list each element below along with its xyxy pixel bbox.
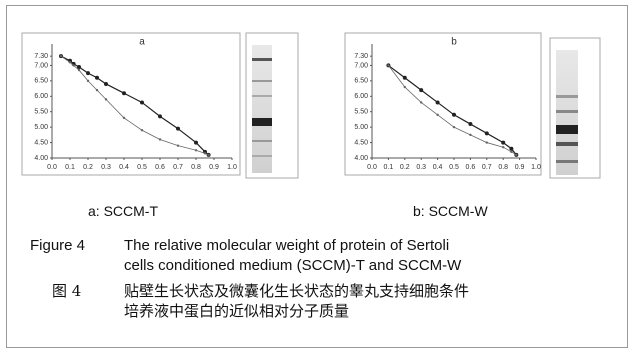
y-tick-label: 7.30 [34,53,48,60]
data-point [194,141,198,145]
x-tick-label: 0.8 [191,164,201,171]
data-point [176,127,180,131]
data-point [159,138,161,140]
y-tick-label: 6.00 [34,93,48,100]
x-tick-label: 0.1 [65,164,75,171]
x-tick-label: 0.7 [482,164,492,171]
data-point [510,151,512,153]
figure-caption-line: The relative molecular weight of protein… [124,237,449,254]
data-point [404,86,406,88]
y-tick-label: 5.50 [34,109,48,116]
y-tick-label: 4.50 [354,139,368,146]
y-tick-label: 4.50 [34,139,48,146]
data-point [96,89,98,91]
x-tick-label: 1.0 [531,164,541,171]
data-point [195,149,197,151]
y-tick-label: 4.00 [354,155,368,162]
x-tick-label: 0.3 [101,164,111,171]
y-tick-label: 6.00 [354,93,368,100]
x-tick-label: 0.5 [449,164,459,171]
x-tick-label: 0.9 [515,164,525,171]
data-point [86,71,90,75]
x-tick-label: 0.6 [466,164,476,171]
series-line [388,65,516,154]
data-point [104,82,108,86]
data-point [468,122,472,126]
data-point [486,141,488,143]
x-tick-label: 0.4 [119,164,129,171]
data-point [420,101,422,103]
data-point [123,117,125,119]
figure-caption-line: cells conditioned medium (SCCM)-T and SC… [124,257,461,274]
x-tick-label: 0.1 [384,164,394,171]
data-point [501,141,505,145]
data-point [452,113,456,117]
data-point [177,144,179,146]
data-point [469,134,471,136]
x-tick-label: 0.4 [433,164,443,171]
y-tick-label: 7.00 [34,62,48,69]
data-point [509,147,513,151]
y-tick-label: 5.50 [354,109,368,116]
x-tick-label: 0.3 [416,164,426,171]
data-point [78,69,80,71]
y-tick-label: 5.00 [34,124,48,131]
y-tick-label: 7.00 [354,62,368,69]
x-tick-label: 0.0 [367,164,377,171]
gel-b [550,38,600,178]
data-point [105,98,107,100]
gel-a [246,33,298,178]
x-tick-label: 1.0 [227,164,237,171]
data-point [87,80,89,82]
figure-caption-line-zh: 贴壁生长状态及微囊化生长状态的睾丸支持细胞条件 [124,280,469,301]
y-tick-label: 6.50 [34,78,48,85]
data-point [158,114,162,118]
y-tick-label: 5.00 [354,124,368,131]
x-tick-label: 0.2 [83,164,93,171]
y-tick-label: 7.30 [354,53,368,60]
panel-b-frame [345,33,541,175]
data-point [140,100,144,104]
data-point [515,154,517,156]
series-line [61,56,209,155]
data-point [485,131,489,135]
figure-label: Figure 4 [30,237,85,254]
page: {"chart_data": [ {"type": "line", "title… [0,0,637,356]
data-point [419,88,423,92]
data-point [122,91,126,95]
data-point [453,126,455,128]
figure-panels: a 4.00 4.50 5.00 5.50 6.00 6.50 7.00 7.30 0.0 0.1 0… [0,0,637,200]
x-tick-label: 0.7 [173,164,183,171]
x-tick-label: 0.6 [155,164,165,171]
y-tick-label: 6.50 [354,78,368,85]
series-line [61,56,209,155]
series-line [388,65,516,154]
data-point [204,152,206,154]
data-point [141,129,143,131]
y-tick-label: 4.00 [34,155,48,162]
figure-caption-line-zh: 培养液中蛋白的近似相对分子质量 [124,300,349,321]
x-tick-label: 0.9 [209,164,219,171]
caption-b: b: SCCM-W [413,203,488,219]
data-point [403,76,407,80]
chart-title: a [139,37,145,48]
x-tick-label: 0.5 [137,164,147,171]
data-point [387,64,389,66]
data-point [502,146,504,148]
data-point [60,55,62,57]
caption-a: a: SCCM-T [88,203,158,219]
data-point [436,114,438,116]
x-tick-label: 0.8 [498,164,508,171]
data-point [72,64,74,66]
figure-label-zh: 图 4 [52,280,81,301]
data-point [207,154,209,156]
data-point [69,61,71,63]
chart-title: b [451,37,457,48]
x-tick-label: 0.0 [47,164,57,171]
data-point [95,76,99,80]
data-point [436,100,440,104]
x-tick-label: 0.2 [400,164,410,171]
